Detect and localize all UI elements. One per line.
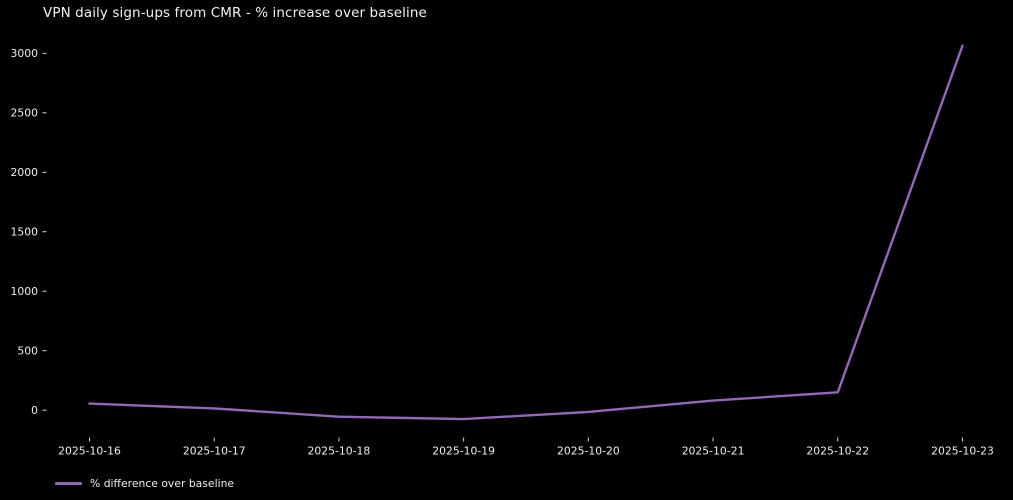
y-tick-label: 2000 xyxy=(11,166,39,179)
x-tick-label: 2025-10-20 xyxy=(557,445,620,458)
y-tick-label: 2500 xyxy=(11,107,39,120)
x-tick-label: 2025-10-17 xyxy=(183,445,246,458)
chart-title: VPN daily sign-ups from CMR - % increase… xyxy=(43,5,427,21)
legend-line-swatch xyxy=(55,482,82,485)
x-tick-label: 2025-10-18 xyxy=(308,445,371,458)
x-tick-label: 2025-10-21 xyxy=(682,445,745,458)
y-tick-label: 500 xyxy=(17,344,38,357)
y-tick-label: 1000 xyxy=(11,285,39,298)
y-tick-label: 0 xyxy=(31,404,38,417)
y-tick-label: 1500 xyxy=(11,225,39,238)
x-tick-label: 2025-10-16 xyxy=(58,445,121,458)
x-tick-label: 2025-10-22 xyxy=(806,445,869,458)
legend: % difference over baseline xyxy=(55,476,234,491)
y-tick-label: 3000 xyxy=(11,47,39,60)
legend-label: % difference over baseline xyxy=(90,477,235,490)
x-tick-label: 2025-10-19 xyxy=(432,445,495,458)
x-tick-label: 2025-10-23 xyxy=(931,445,994,458)
series-line xyxy=(88,44,964,421)
